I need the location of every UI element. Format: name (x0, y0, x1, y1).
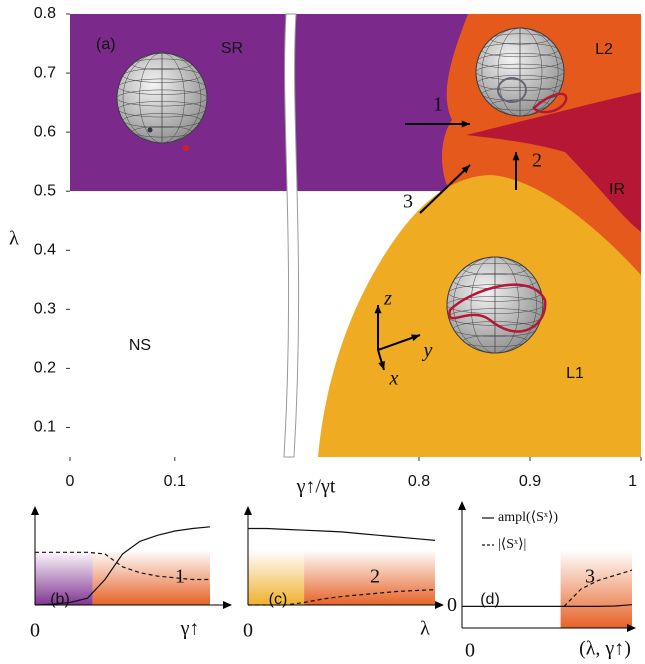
arrow-head (244, 506, 252, 515)
legend-label: |⟨Sˣ⟩| (498, 537, 526, 552)
y-tick-label: 0.6 (34, 123, 56, 140)
x-axis-label: (λ, γ↑) (579, 638, 631, 660)
x-tick-label: 0 (66, 473, 75, 490)
state-dot (148, 128, 153, 133)
y-tick-label: 0.7 (34, 64, 56, 81)
shaded-band (561, 550, 632, 628)
x-tick-label: 0.8 (408, 473, 430, 490)
arrow-head (31, 506, 39, 515)
x-axis-label: γ↑ (180, 618, 200, 640)
y-tick-label: 0.3 (34, 301, 56, 318)
x-tick-label: 0 (243, 620, 253, 642)
arrow-head (435, 601, 444, 609)
series-line (248, 529, 435, 541)
y-tick-label: 0.2 (34, 360, 56, 377)
region-label: SR (221, 40, 243, 57)
panel-label: (b) (50, 591, 70, 608)
annotation: 3 (585, 566, 595, 588)
annotation: 1 (175, 566, 185, 588)
panel-label: (a) (96, 36, 116, 53)
x-axis-label: γ↑/γt (296, 476, 336, 498)
y-tick-label: 0.5 (34, 182, 56, 199)
axis-3d-label: x (389, 368, 399, 390)
x-tick-label: 0 (30, 620, 40, 642)
annotation: 2 (370, 566, 380, 588)
y-tick-label: 0.8 (34, 5, 56, 22)
axis-3d-label: y (422, 340, 433, 362)
arrow-head (458, 501, 466, 510)
y-tick-label: 0.1 (34, 419, 56, 436)
region-label: NS (129, 337, 151, 354)
bloch-sphere (117, 53, 207, 143)
shaded-band (93, 550, 210, 605)
x-axis-label: λ (420, 618, 430, 640)
x-tick-label: 0 (465, 640, 475, 662)
panel-label: (c) (269, 591, 288, 608)
region-label: L2 (595, 41, 613, 58)
y-tick-label: 0.4 (34, 241, 56, 258)
x-tick-label: 0.1 (164, 473, 186, 490)
annotation: 3 (403, 191, 413, 213)
region-label: L1 (566, 365, 584, 382)
x-tick-label: 1 (628, 473, 637, 490)
axis-3d-label: z (383, 288, 392, 310)
annotation: 2 (532, 150, 542, 172)
region-label: IR (609, 181, 625, 198)
panel-label: (d) (480, 591, 500, 608)
figure: (a) γ↑/γt λ 0.1 0.2 0.3 0.4 0.5 0.6 0.7 0.8 0 0.1… (0, 0, 645, 664)
annotation: 1 (433, 94, 443, 116)
arrow-head (223, 601, 232, 609)
legend-label: ampl(⟨Sˣ⟩) (498, 510, 558, 525)
x-tick-label: 0.9 (519, 473, 541, 490)
y-axis-label: λ (9, 228, 19, 250)
state-dot (183, 145, 189, 151)
y-tick-label: 0 (447, 594, 457, 616)
